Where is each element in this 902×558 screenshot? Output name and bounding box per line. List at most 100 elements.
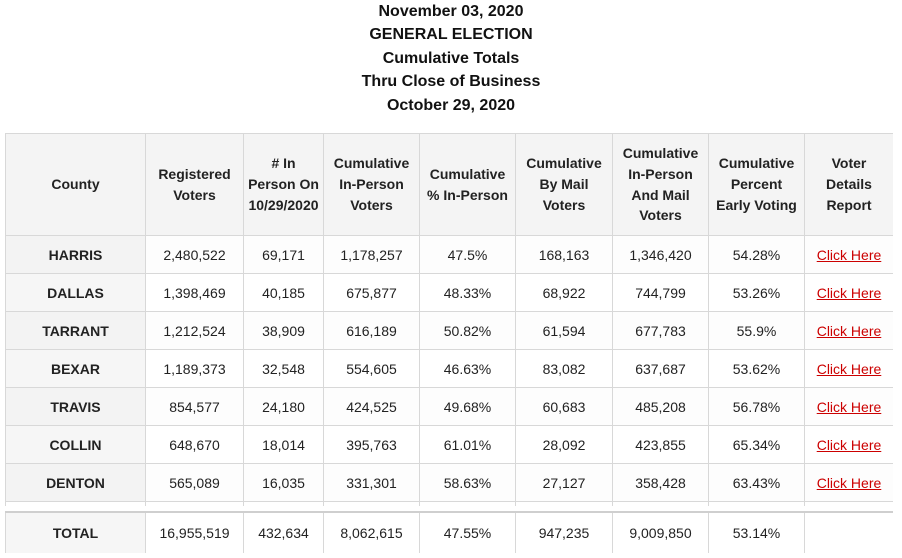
voter-details-cell: Click Here [804, 311, 893, 350]
table-row: DENTON 565,089 16,035 331,301 58.63% 27,… [5, 463, 893, 502]
registered-cell: 648,670 [145, 425, 244, 464]
total-in-person-day: 432,634 [243, 511, 324, 553]
county-cell: COLLIN [5, 425, 146, 464]
table-header-row: County Registered Voters # In Person On … [5, 133, 893, 236]
voter-details-cell: Click Here [804, 235, 893, 274]
col-header-pct-early: Cumulative Percent Early Voting [708, 133, 805, 236]
cum-in-person-cell: 395,763 [323, 425, 420, 464]
cum-in-person-cell: 1,178,257 [323, 235, 420, 274]
county-cell: HARRIS [5, 235, 146, 274]
pct-in-person-cell: 58.63% [419, 463, 516, 502]
election-type: GENERAL ELECTION [369, 26, 533, 44]
spacer-cell [5, 506, 893, 512]
pct-early-cell: 63.43% [708, 463, 805, 502]
col-header-voter-details: Voter Details Report [804, 133, 893, 236]
click-here-link[interactable]: Click Here [816, 474, 882, 491]
pct-early-cell: 55.9% [708, 311, 805, 350]
report-header: November 03, 2020 GENERAL ELECTION Cumul… [0, 0, 902, 117]
table-row-partial [5, 501, 893, 506]
in-person-day-cell: 16,035 [243, 463, 324, 502]
in-person-and-mail-cell: 744,799 [612, 273, 709, 312]
by-mail-cell: 61,594 [515, 311, 613, 350]
table-row: COLLIN 648,670 18,014 395,763 61.01% 28,… [5, 425, 893, 464]
in-person-day-cell: 24,180 [243, 387, 324, 426]
by-mail-cell: 27,127 [515, 463, 613, 502]
total-voter-details [804, 511, 893, 553]
pct-early-cell: 53.62% [708, 349, 805, 388]
county-cell: DALLAS [5, 273, 146, 312]
registered-cell: 565,089 [145, 463, 244, 502]
pct-early-cell: 56.78% [708, 387, 805, 426]
click-here-link[interactable]: Click Here [816, 284, 882, 301]
total-pct-in-person: 47.55% [419, 511, 516, 553]
in-person-day-cell: 18,014 [243, 425, 324, 464]
pct-early-cell: 53.26% [708, 273, 805, 312]
county-cell: TRAVIS [5, 387, 146, 426]
pct-in-person-cell: 49.68% [419, 387, 516, 426]
col-header-registered: Registered Voters [145, 133, 244, 236]
pct-early-cell: 65.34% [708, 425, 805, 464]
report-date: October 29, 2020 [386, 96, 516, 114]
by-mail-cell: 28,092 [515, 425, 613, 464]
cum-in-person-cell: 616,189 [323, 311, 420, 350]
table-row: DALLAS 1,398,469 40,185 675,877 48.33% 6… [5, 273, 893, 312]
voter-details-cell: Click Here [804, 463, 893, 502]
in-person-day-cell: 38,909 [243, 311, 324, 350]
pct-in-person-cell: 50.82% [419, 311, 516, 350]
table-row: TRAVIS 854,577 24,180 424,525 49.68% 60,… [5, 387, 893, 426]
in-person-day-cell: 40,185 [243, 273, 324, 312]
total-in-person-and-mail: 9,009,850 [612, 511, 709, 553]
col-header-pct-in-person: Cumulative % In-Person [419, 133, 516, 236]
registered-cell: 1,212,524 [145, 311, 244, 350]
col-header-by-mail: Cumulative By Mail Voters [515, 133, 613, 236]
total-label: TOTAL [5, 511, 146, 553]
voter-details-cell: Click Here [804, 349, 893, 388]
total-by-mail: 947,235 [515, 511, 613, 553]
in-person-and-mail-cell: 637,687 [612, 349, 709, 388]
cum-in-person-cell: 331,301 [323, 463, 420, 502]
click-here-link[interactable]: Click Here [816, 322, 882, 339]
pct-in-person-cell: 48.33% [419, 273, 516, 312]
total-row: TOTAL 16,955,519 432,634 8,062,615 47.55… [5, 511, 893, 553]
pct-in-person-cell: 47.5% [419, 235, 516, 274]
in-person-and-mail-cell: 1,346,420 [612, 235, 709, 274]
click-here-link[interactable]: Click Here [816, 436, 882, 453]
registered-cell: 2,480,522 [145, 235, 244, 274]
col-header-cum-in-person: Cumulative In-Person Voters [323, 133, 420, 236]
total-cum-in-person: 8,062,615 [323, 511, 420, 553]
col-header-in-person-day: # In Person On 10/29/2020 [243, 133, 324, 236]
registered-cell: 1,398,469 [145, 273, 244, 312]
voter-details-cell: Click Here [804, 273, 893, 312]
table-container[interactable]: County Registered Voters # In Person On … [5, 133, 893, 553]
click-here-link[interactable]: Click Here [816, 246, 882, 263]
pct-in-person-cell: 61.01% [419, 425, 516, 464]
by-mail-cell: 83,082 [515, 349, 613, 388]
voter-details-cell: Click Here [804, 387, 893, 426]
by-mail-cell: 68,922 [515, 273, 613, 312]
early-voting-table: County Registered Voters # In Person On … [5, 133, 893, 553]
in-person-day-cell: 32,548 [243, 349, 324, 388]
cum-in-person-cell: 675,877 [323, 273, 420, 312]
table-row: HARRIS 2,480,522 69,171 1,178,257 47.5% … [5, 235, 893, 274]
voter-details-cell: Click Here [804, 425, 893, 464]
election-date: November 03, 2020 [378, 3, 524, 20]
registered-cell: 1,189,373 [145, 349, 244, 388]
col-header-in-person-and-mail: Cumulative In-Person And Mail Voters [612, 133, 709, 236]
report-period: Thru Close of Business [361, 73, 541, 91]
report-title: Cumulative Totals [382, 49, 520, 67]
county-cell: BEXAR [5, 349, 146, 388]
table-spacer [5, 506, 893, 512]
table-row: BEXAR 1,189,373 32,548 554,605 46.63% 83… [5, 349, 893, 388]
col-header-county: County [5, 133, 146, 236]
click-here-link[interactable]: Click Here [816, 398, 882, 415]
in-person-and-mail-cell: 358,428 [612, 463, 709, 502]
total-pct-early: 53.14% [708, 511, 805, 553]
pct-in-person-cell: 46.63% [419, 349, 516, 388]
total-registered: 16,955,519 [145, 511, 244, 553]
in-person-and-mail-cell: 423,855 [612, 425, 709, 464]
in-person-day-cell: 69,171 [243, 235, 324, 274]
county-cell: DENTON [5, 463, 146, 502]
click-here-link[interactable]: Click Here [816, 360, 882, 377]
table-row: TARRANT 1,212,524 38,909 616,189 50.82% … [5, 311, 893, 350]
cum-in-person-cell: 424,525 [323, 387, 420, 426]
